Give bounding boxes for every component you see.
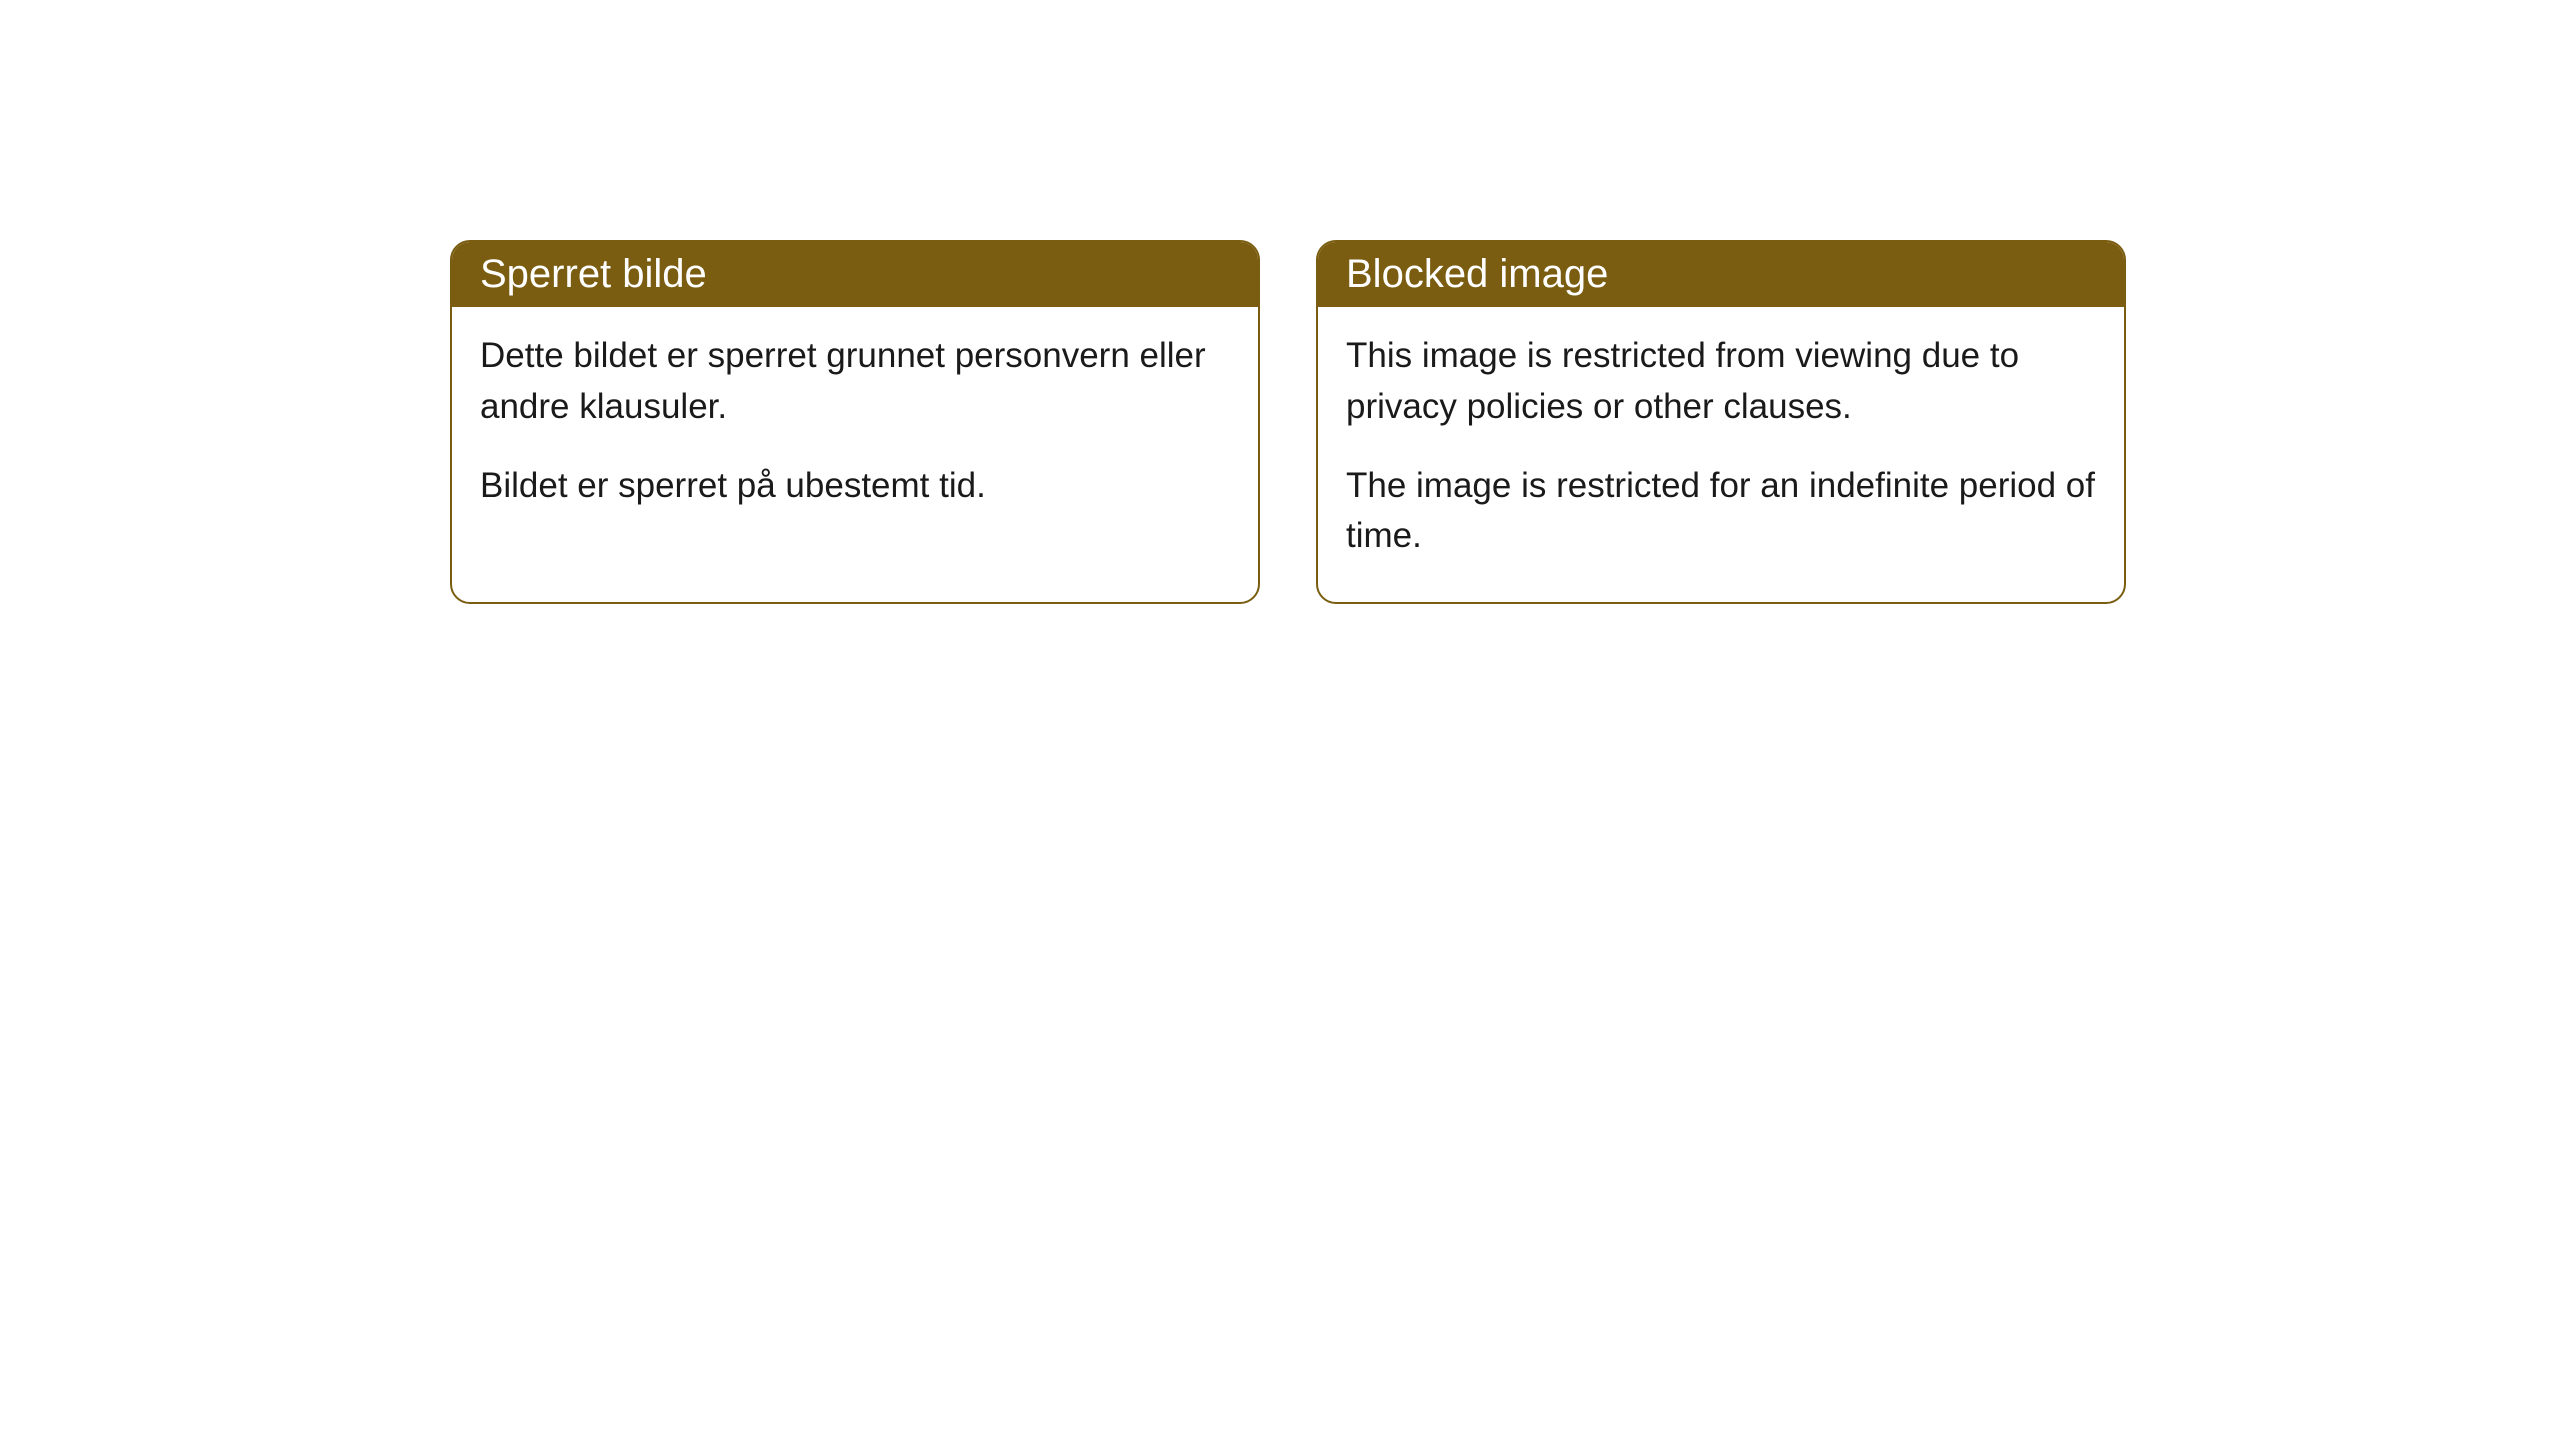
card-body-en: This image is restricted from viewing du… [1318, 307, 2124, 602]
card-paragraph1-no: Dette bildet er sperret grunnet personve… [480, 331, 1230, 433]
card-body-no: Dette bildet er sperret grunnet personve… [452, 307, 1258, 551]
blocked-image-card-en: Blocked image This image is restricted f… [1316, 240, 2126, 604]
card-header-en: Blocked image [1318, 242, 2124, 307]
card-paragraph2-en: The image is restricted for an indefinit… [1346, 461, 2096, 563]
card-title-en: Blocked image [1346, 252, 1608, 296]
message-cards-container: Sperret bilde Dette bildet er sperret gr… [450, 240, 2126, 604]
card-paragraph2-no: Bildet er sperret på ubestemt tid. [480, 461, 1230, 512]
card-title-no: Sperret bilde [480, 252, 707, 296]
blocked-image-card-no: Sperret bilde Dette bildet er sperret gr… [450, 240, 1260, 604]
card-header-no: Sperret bilde [452, 242, 1258, 307]
card-paragraph1-en: This image is restricted from viewing du… [1346, 331, 2096, 433]
